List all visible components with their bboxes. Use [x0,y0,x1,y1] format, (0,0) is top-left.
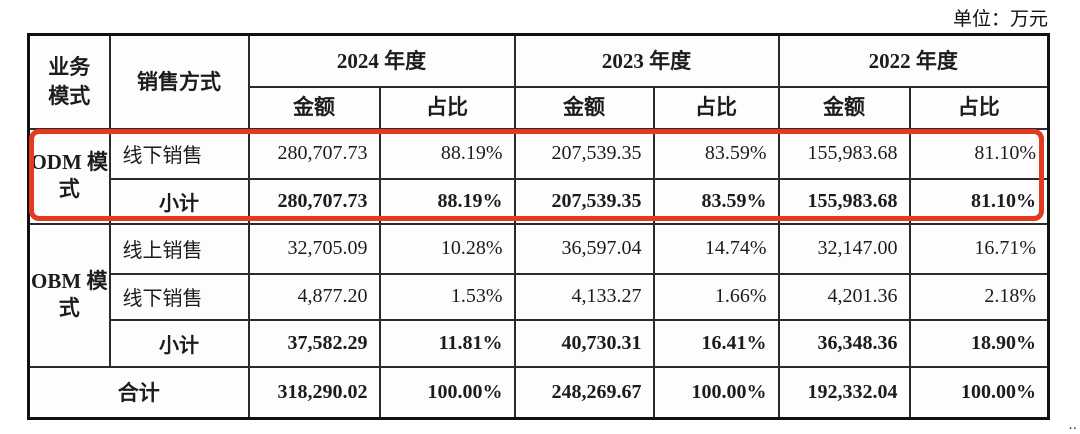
cell-method: 线下销售 [108,272,250,321]
table-row-obm-offline: 线下销售 4,877.20 1.53% 4,133.27 1.66% 4,201… [29,272,1050,321]
table-row-obm-subtotal: 小计 37,582.29 11.81% 40,730.31 16.41% 36,… [29,318,1050,368]
cell-mode-odm: ODM 模式 [27,127,111,225]
cell-amount-2024: 4,877.20 [247,272,381,321]
cell-method: 线上销售 [108,222,250,275]
cell-amount-2023: 4,133.27 [513,272,655,321]
cell-amount-2022: 192,332.04 [777,365,911,420]
cell-amount-2024: 280,707.73 [247,127,381,180]
cell-total-label: 合计 [27,365,250,420]
table-row-odm-subtotal: 小计 280,707.73 88.19% 207,539.35 83.59% 1… [29,177,1050,225]
col-header-amount-2024: 金额 [247,85,381,130]
cell-amount-2022: 4,201.36 [777,272,911,321]
cell-ratio-2023: 1.66% [652,272,780,321]
cell-ratio-2023: 83.59% [652,177,780,225]
cell-amount-2023: 248,269.67 [513,365,655,420]
cell-ratio-2023: 16.41% [652,318,780,368]
cell-ratio-2022: 16.71% [908,222,1050,275]
cell-method: 线下销售 [108,127,250,180]
cell-amount-2022: 36,348.36 [777,318,911,368]
cell-method: 小计 [108,318,250,368]
col-header-business-mode: 业务模式 [27,33,111,130]
cell-ratio-2024: 11.81% [378,318,516,368]
table-row-odm-offline: ODM 模式 线下销售 280,707.73 88.19% 207,539.35… [27,127,1050,225]
col-header-year-2022: 2022 年度 [777,33,1050,88]
cell-ratio-2023: 14.74% [652,222,780,275]
cell-ratio-2024: 88.19% [378,127,516,180]
cell-amount-2023: 207,539.35 [513,127,655,180]
cell-amount-2024: 37,582.29 [247,318,381,368]
cell-amount-2022: 155,983.68 [777,177,911,225]
cell-amount-2024: 280,707.73 [247,177,381,225]
cell-ratio-2022: 81.10% [908,127,1050,180]
col-header-amount-2022: 金额 [777,85,911,130]
unit-label: 单位：万元 [952,9,1048,30]
cell-amount-2022: 32,147.00 [777,222,911,275]
cell-amount-2023: 207,539.35 [513,177,655,225]
cell-ratio-2023: 100.00% [652,365,780,420]
cell-ratio-2024: 88.19% [378,177,516,225]
business-mode-label: 业务模式 [48,55,91,108]
col-header-ratio-2023: 占比 [652,85,780,130]
cell-amount-2024: 32,705.09 [247,222,381,275]
cell-ratio-2024: 10.28% [378,222,516,275]
cell-mode-obm: OBM 模式 [27,222,111,368]
cell-ratio-2022: 100.00% [908,365,1050,420]
sales-breakdown-table: 业务模式 销售方式 2024 年度 2023 年度 2022 年度 金额 占比 … [27,33,1050,420]
cell-ratio-2023: 83.59% [652,127,780,180]
col-header-amount-2023: 金额 [513,85,655,130]
cell-ratio-2024: 1.53% [378,272,516,321]
cell-amount-2022: 155,983.68 [777,127,911,180]
col-header-year-2024: 2024 年度 [247,33,516,88]
table-row-obm-online: OBM 模式 线上销售 32,705.09 10.28% 36,597.04 1… [27,222,1050,368]
cell-amount-2023: 40,730.31 [513,318,655,368]
col-header-ratio-2024: 占比 [378,85,516,130]
table-row-total: 合计 318,290.02 100.00% 248,269.67 100.00%… [27,365,1050,420]
cell-amount-2024: 318,290.02 [247,365,381,420]
cell-ratio-2024: 100.00% [378,365,516,420]
cell-amount-2023: 36,597.04 [513,222,655,275]
corner-artifact: ‥ [1068,417,1078,432]
cell-ratio-2022: 2.18% [908,272,1050,321]
cell-ratio-2022: 81.10% [908,177,1050,225]
cell-method: 小计 [108,177,250,225]
cell-ratio-2022: 18.90% [908,318,1050,368]
col-header-sales-method: 销售方式 [108,33,250,130]
col-header-year-2023: 2023 年度 [513,33,780,88]
col-header-ratio-2022: 占比 [908,85,1050,130]
